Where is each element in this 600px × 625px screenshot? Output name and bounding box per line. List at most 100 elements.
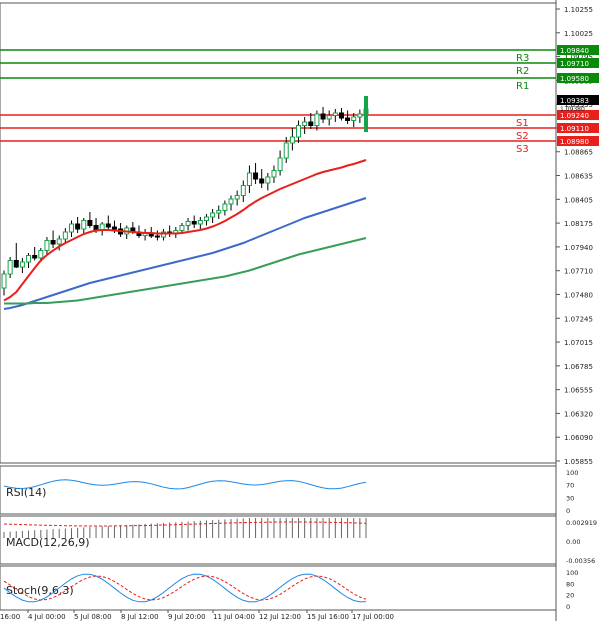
candle-body-last (364, 96, 368, 132)
y-tick-label: 1.05855 (564, 458, 593, 466)
candle-body (346, 118, 350, 121)
y-tick-label: 1.06320 (564, 410, 593, 418)
candle-body (217, 211, 221, 214)
candle-body (247, 173, 251, 186)
level-price-label: 1.09110 (560, 125, 589, 133)
candle-body (155, 236, 159, 237)
candle-body (223, 204, 227, 211)
candle-body (192, 222, 196, 225)
indicator-tick-label: 0 (566, 507, 570, 515)
candle-body (358, 114, 362, 117)
candle-body (333, 113, 337, 116)
candle-body (241, 186, 245, 196)
y-tick-label: 1.07940 (564, 244, 593, 252)
y-tick-label: 1.10025 (564, 30, 593, 38)
indicator-tick-label: 70 (566, 482, 574, 490)
y-tick-label: 1.07245 (564, 315, 593, 323)
candle-body (229, 199, 233, 204)
candle-body (290, 137, 294, 143)
level-price-label: 1.09710 (560, 60, 589, 68)
candle-body (198, 221, 202, 225)
candle-body (51, 241, 55, 245)
y-tick-label: 1.06555 (564, 387, 593, 395)
level-price-label: 1.09840 (560, 47, 589, 55)
candle-body (20, 262, 24, 267)
indicator-tick-label: 0.002919 (566, 519, 597, 527)
y-tick-label: 1.08175 (564, 220, 593, 228)
candle-body (260, 179, 264, 183)
candle-body (266, 177, 270, 183)
level-price-label: 1.09240 (560, 112, 589, 120)
indicator-pane (0, 566, 556, 610)
candle-body (88, 221, 92, 226)
candle-body (63, 232, 67, 239)
indicator-tick-label: 100 (566, 569, 578, 577)
level-label-s3: S3 (516, 144, 529, 155)
candle-body (284, 143, 288, 158)
candle-body (186, 222, 190, 226)
y-tick-label: 1.08405 (564, 196, 593, 204)
indicator-tick-label: 20 (566, 592, 574, 600)
candle-body (297, 126, 301, 138)
candle-body (321, 114, 325, 119)
x-tick-label: 11 Jul 04:00 (213, 613, 255, 621)
candle-body (235, 196, 239, 200)
indicator-tick-label: 0 (566, 603, 570, 611)
x-tick-label: 8 Jul 12:00 (121, 613, 159, 621)
candle-body (278, 158, 282, 171)
current-price-secondary: 1.09380 (560, 106, 585, 113)
indicator-tick-label: 0.00 (566, 538, 580, 546)
candle-body (254, 173, 258, 179)
x-tick-label: 17 Jul 00:00 (352, 613, 394, 621)
candle-body (8, 261, 12, 275)
y-tick-label: 1.06090 (564, 434, 593, 442)
level-price-label: 1.08980 (560, 138, 589, 146)
current-price-label: 1.09383 (560, 97, 589, 105)
candle-body (14, 261, 18, 268)
level-label-r1: R1 (516, 81, 529, 92)
candle-body (106, 224, 110, 227)
candle-body (76, 224, 80, 229)
candle-body (327, 116, 331, 120)
candle-body (2, 274, 6, 288)
y-tick-label: 1.06785 (564, 363, 593, 371)
indicator-tick-label: 80 (566, 580, 574, 588)
y-tick-label: 1.10255 (564, 6, 593, 14)
candle-body (204, 217, 208, 221)
indicator-tick-label: -0.00356 (566, 557, 595, 565)
candle-body (82, 221, 86, 230)
x-tick-label: 9 Jul 20:00 (168, 613, 206, 621)
candle-body (39, 251, 43, 259)
candle-body (57, 239, 61, 244)
y-tick-label: 1.07480 (564, 291, 593, 299)
candle-body (309, 122, 313, 126)
indicator-name: MACD(12,26,9) (6, 536, 90, 549)
indicator-tick-label: 100 (566, 469, 578, 477)
candle-body (27, 256, 31, 263)
y-tick-label: 1.07015 (564, 339, 593, 347)
candle-body (33, 256, 37, 259)
candle-body (339, 113, 343, 118)
indicator-tick-label: 30 (566, 494, 574, 502)
candle-body (211, 213, 215, 217)
candle-body (69, 224, 73, 232)
candle-body (272, 171, 276, 178)
candle-body (315, 114, 319, 126)
indicator-pane (0, 466, 556, 514)
candle-body (180, 226, 184, 231)
indicator-name: Stoch(9,6,3) (6, 584, 74, 597)
x-tick-label: 4 Jul 00:00 (28, 613, 66, 621)
y-tick-label: 1.08635 (564, 173, 593, 181)
level-price-label: 1.09580 (560, 75, 589, 83)
y-tick-label: 1.08865 (564, 149, 593, 157)
x-tick-label-partial: 16:00 (0, 613, 20, 621)
candle-body (45, 241, 49, 251)
x-tick-label: 15 Jul 16:00 (307, 613, 349, 621)
x-tick-label: 5 Jul 08:00 (74, 613, 112, 621)
candle-body (112, 227, 116, 229)
y-tick-label: 1.07710 (564, 268, 593, 276)
candle-body (352, 117, 356, 121)
level-label-r2: R2 (516, 66, 529, 77)
